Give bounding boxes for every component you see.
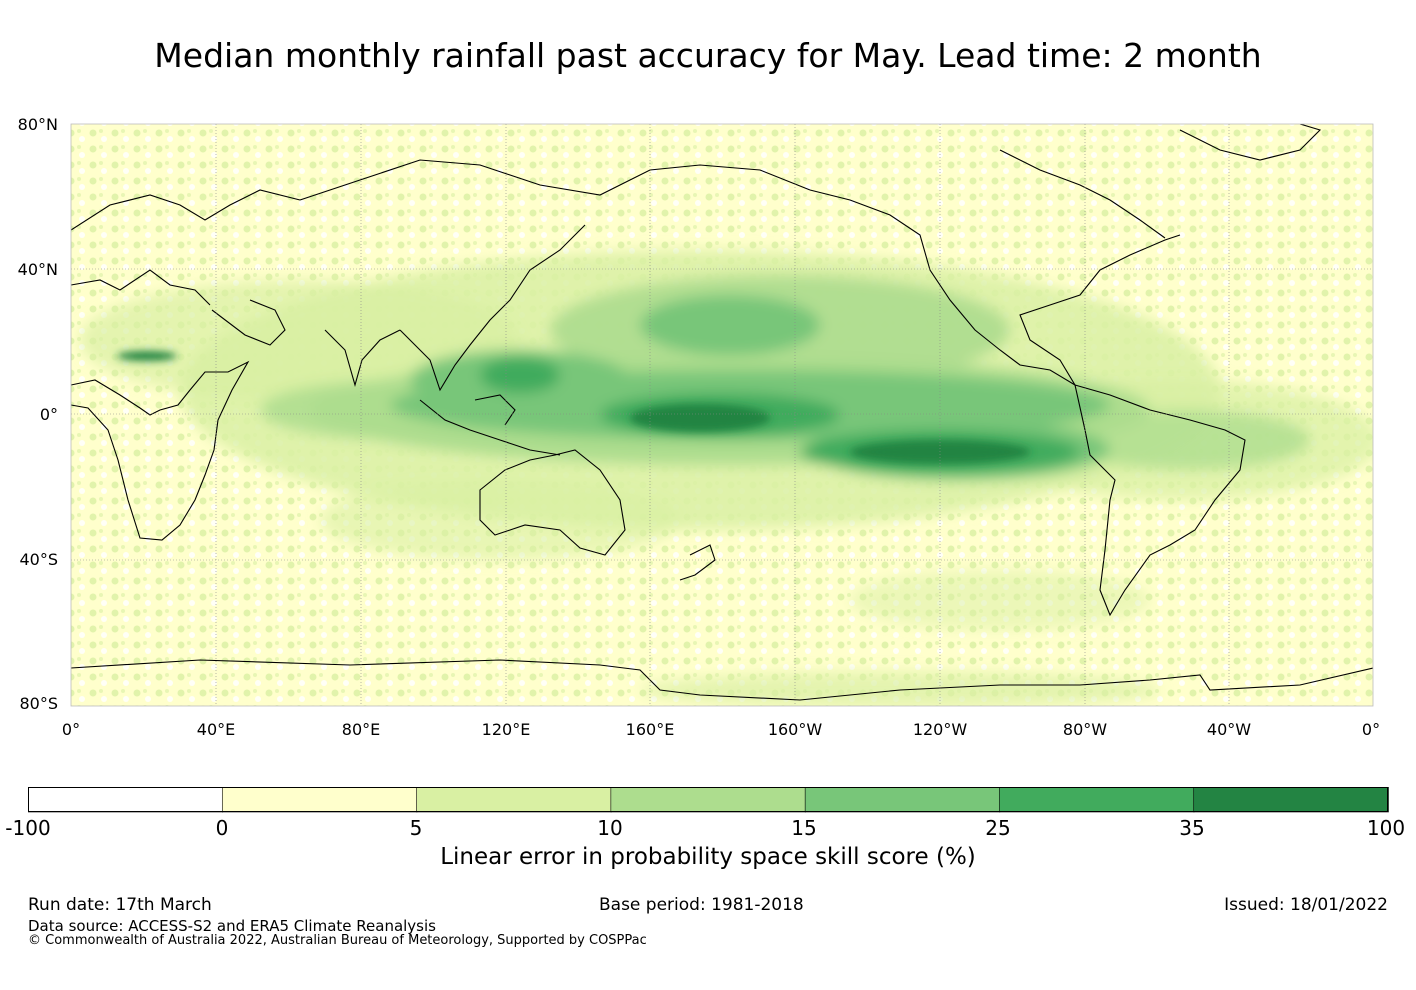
colorbar-tick: 25 <box>985 816 1011 840</box>
colorbar-tick: 100 <box>1366 816 1406 840</box>
lon-label-120e: 120°E <box>481 720 531 739</box>
data-source: Data source: ACCESS-S2 and ERA5 Climate … <box>28 917 436 935</box>
map-frame <box>70 123 1374 707</box>
colorbar-swatch <box>416 787 612 813</box>
lon-label-120w: 120°W <box>912 720 968 739</box>
colorbar-tick: 15 <box>791 816 817 840</box>
core-central-pacific <box>630 404 770 432</box>
colorbar-tick: -100 <box>5 816 51 840</box>
issued-date: Issued: 18/01/2022 <box>1224 895 1388 915</box>
base-period: Base period: 1981-2018 <box>599 895 804 915</box>
colorbar-tick: 0 <box>215 816 229 840</box>
lon-label-0: 0° <box>61 720 81 739</box>
colorbar-tick: 35 <box>1179 816 1205 840</box>
lon-label-160e: 160°E <box>625 720 675 739</box>
colorbar-tick: 5 <box>409 816 423 840</box>
run-date: Run date: 17th March <box>28 895 212 915</box>
copyright: © Commonwealth of Australia 2022, Austra… <box>28 933 647 948</box>
colorbar-swatch <box>804 787 1001 813</box>
colorbar-label: Linear error in probability space skill … <box>440 844 976 870</box>
colorbar <box>28 787 1389 813</box>
lon-label-80e: 80°E <box>341 720 381 739</box>
colorbar-tick: 10 <box>597 816 623 840</box>
skill-map <box>70 123 1374 707</box>
core-sahel <box>117 351 177 361</box>
lat-label-40s: 40°S <box>19 550 58 569</box>
skill-field <box>71 124 1373 706</box>
colorbar-swatch <box>999 787 1195 813</box>
graticule <box>71 124 1373 706</box>
colorbar-swatch <box>610 787 806 813</box>
lat-label-40n: 40°N <box>17 260 58 279</box>
map-title: Median monthly rainfall past accuracy fo… <box>154 36 1262 75</box>
lat-label-eq: 0° <box>39 405 58 424</box>
lon-label-80w: 80°W <box>1062 720 1108 739</box>
lat-label-80s: 80°S <box>19 694 58 713</box>
lon-label-0-right: 0° <box>1361 720 1381 739</box>
lat-label-80n: 80°N <box>17 115 58 134</box>
lon-label-40e: 40°E <box>196 720 236 739</box>
colorbar-swatch <box>1193 787 1389 813</box>
colorbar-swatch <box>28 787 224 813</box>
colorbar-swatch <box>221 787 418 813</box>
lon-label-40w: 40°W <box>1206 720 1252 739</box>
lon-label-160w: 160°W <box>767 720 823 739</box>
coastlines <box>71 124 1373 701</box>
